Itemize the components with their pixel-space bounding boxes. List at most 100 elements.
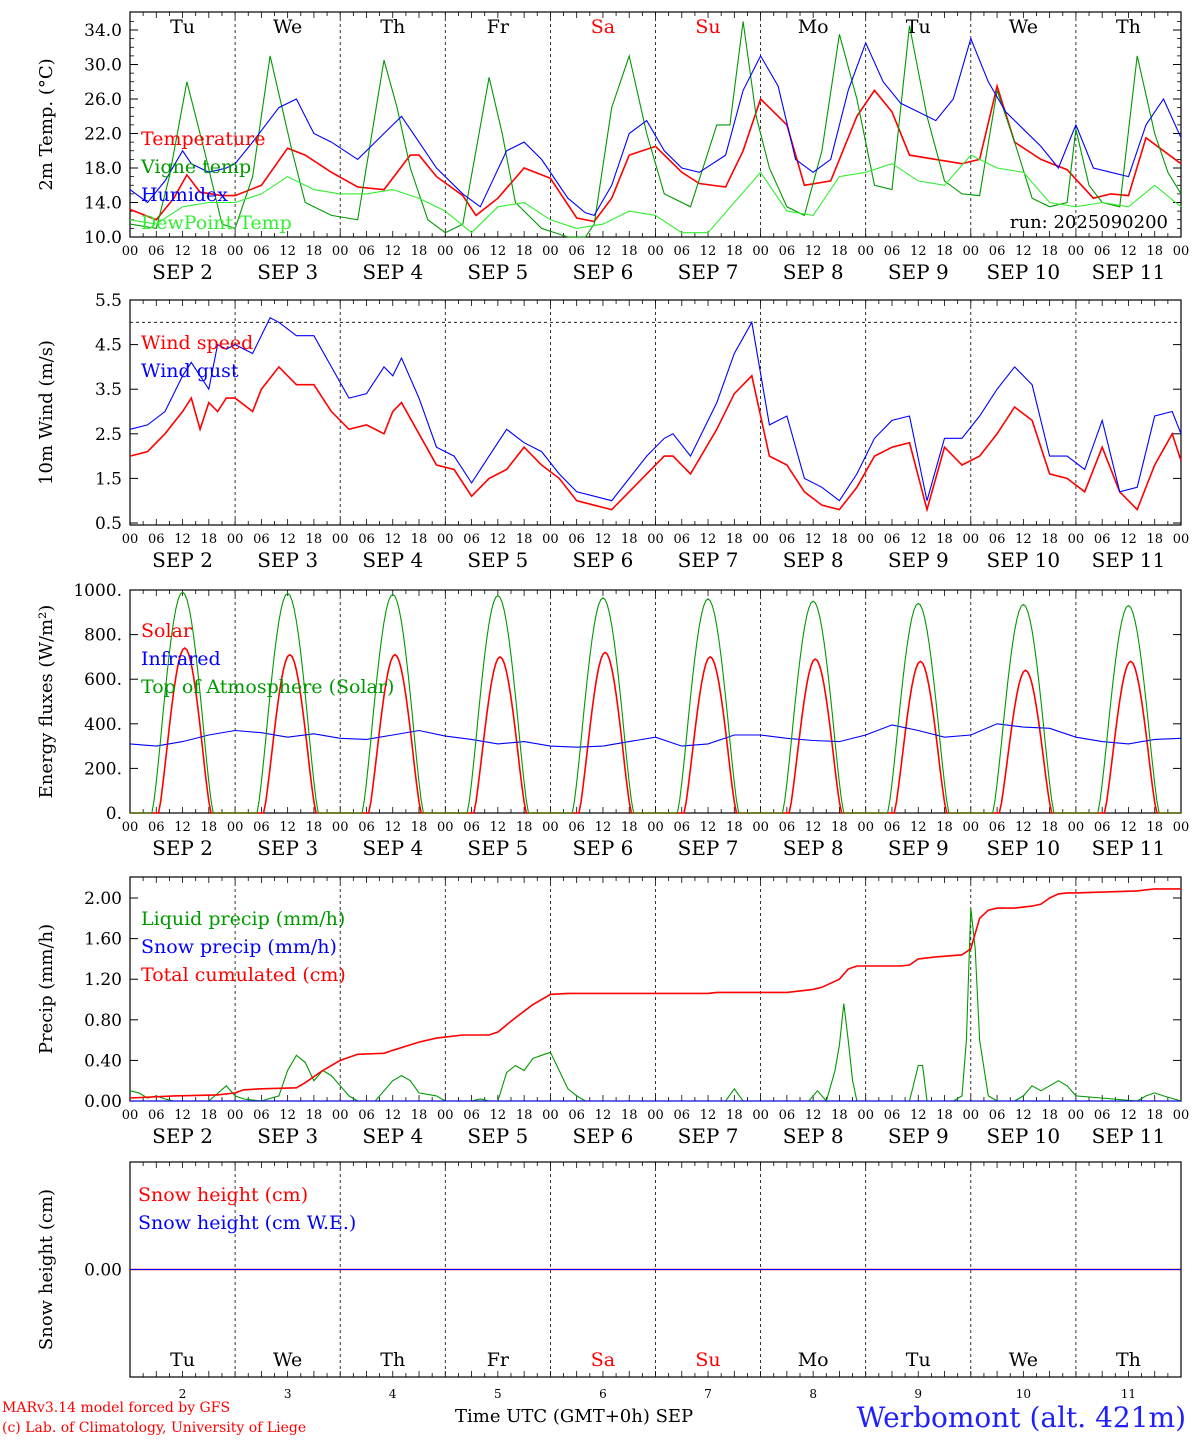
day-name: Tu: [170, 16, 195, 38]
series-line: [129, 317, 1182, 502]
hour-label: 00: [542, 1108, 559, 1123]
hour-label: 18: [306, 244, 323, 259]
date-label: SEP 11: [1092, 836, 1166, 860]
hour-label: 00: [1173, 1108, 1190, 1123]
hour-label: 00: [963, 1108, 980, 1123]
hour-label: 06: [568, 1108, 585, 1123]
hour-label: 00: [857, 532, 874, 547]
date-label: SEP 11: [1092, 548, 1166, 572]
hour-label: 06: [463, 532, 480, 547]
hour-label: 12: [384, 244, 401, 259]
hour-label: 12: [910, 820, 927, 835]
series-line: [129, 723, 1182, 748]
legend-entry: Snow precip (mm/h): [141, 936, 337, 958]
hour-label: 12: [805, 532, 822, 547]
hour-label: 18: [1146, 532, 1163, 547]
date-label: SEP 8: [783, 1124, 844, 1148]
hour-label: 12: [700, 820, 717, 835]
hour-label: 12: [910, 1108, 927, 1123]
hour-label: 18: [726, 244, 743, 259]
hour-label: 18: [201, 532, 218, 547]
panel-3: 0. 200. 400. 600. 800. 1000. Energy fluxes (W/…: [36, 581, 1189, 860]
day-number: 2: [179, 1387, 187, 1401]
hour-label: 00: [647, 532, 664, 547]
hour-label: 12: [1120, 244, 1137, 259]
hour-label: 18: [936, 532, 953, 547]
date-label: SEP 7: [678, 1124, 739, 1148]
hour-label: 12: [279, 820, 296, 835]
hour-label: 12: [384, 532, 401, 547]
hour-label: 18: [1041, 244, 1058, 259]
hour-label: 12: [490, 820, 507, 835]
hour-label: 00: [963, 532, 980, 547]
hour-label: 00: [332, 1108, 349, 1123]
hour-label: 12: [910, 532, 927, 547]
y-tick-label: 0.: [106, 804, 122, 824]
y-tick-label: 4.5: [95, 336, 122, 356]
day-name: We: [1009, 1349, 1038, 1371]
lab-credit: (c) Lab. of Climatology, University of L…: [2, 1420, 307, 1436]
hour-label: 00: [122, 532, 139, 547]
hour-label: 12: [1015, 244, 1032, 259]
day-name: Fr: [487, 1349, 510, 1371]
panel-2: 0.5 1.5 2.5 3.5 4.5 5.5 10m Wind (m/s) Wind spe…: [36, 291, 1189, 572]
day-number: 10: [1016, 1387, 1031, 1401]
y-tick-label: 1.5: [95, 469, 122, 489]
hour-label: 12: [700, 1108, 717, 1123]
hour-label: 12: [1015, 1108, 1032, 1123]
series-line: [129, 365, 1182, 513]
hour-label: 00: [122, 820, 139, 835]
date-label: SEP 10: [987, 1124, 1061, 1148]
hour-label: 06: [568, 820, 585, 835]
day-name: Mo: [798, 16, 829, 38]
day-number: 9: [914, 1387, 922, 1401]
hour-label: 12: [174, 820, 191, 835]
hour-label: 18: [831, 532, 848, 547]
hour-label: 00: [1173, 532, 1190, 547]
hour-label: 06: [1094, 1108, 1111, 1123]
hour-label: 18: [516, 532, 533, 547]
hour-label: 06: [358, 244, 375, 259]
y-tick-label: 0.80: [84, 1011, 122, 1031]
hour-label: 18: [1146, 820, 1163, 835]
hour-label: 18: [516, 244, 533, 259]
hour-label: 12: [805, 820, 822, 835]
date-label: SEP 8: [783, 548, 844, 572]
date-label: SEP 5: [467, 1124, 528, 1148]
hour-label: 18: [411, 532, 428, 547]
legend-entry: Temperature: [141, 128, 265, 150]
hour-label: 06: [568, 532, 585, 547]
day-name: Su: [695, 1349, 720, 1371]
day-name: Su: [695, 16, 720, 38]
hour-label: 06: [463, 244, 480, 259]
hour-label: 06: [358, 1108, 375, 1123]
hour-label: 00: [1068, 532, 1085, 547]
hour-label: 06: [779, 820, 796, 835]
hour-label: 00: [437, 820, 454, 835]
hour-label: 12: [805, 244, 822, 259]
hour-label: 00: [963, 820, 980, 835]
hour-label: 06: [884, 820, 901, 835]
hour-label: 18: [831, 244, 848, 259]
hour-label: 18: [1146, 244, 1163, 259]
hour-label: 06: [253, 820, 270, 835]
panel-4: 0.00 0.40 0.80 1.20 1.60 2.00 Precip (mm/h) Liq…: [36, 876, 1190, 1148]
hour-label: 00: [542, 820, 559, 835]
day-number: 4: [389, 1387, 397, 1401]
y-tick-label: 1000.: [73, 581, 122, 601]
legend-entry: Total cumulated (cm): [141, 964, 346, 986]
hour-label: 12: [490, 1108, 507, 1123]
series-line: [129, 154, 1182, 234]
hour-label: 00: [227, 532, 244, 547]
hour-label: 00: [1068, 820, 1085, 835]
hour-label: 00: [857, 820, 874, 835]
hour-label: 00: [542, 244, 559, 259]
hour-label: 00: [1173, 244, 1190, 259]
hour-label: 18: [726, 820, 743, 835]
hour-label: 12: [490, 532, 507, 547]
hour-label: 12: [1120, 820, 1137, 835]
hour-label: 00: [1068, 1108, 1085, 1123]
hour-label: 06: [1094, 244, 1111, 259]
hour-label: 18: [516, 1108, 533, 1123]
day-name: Tu: [906, 1349, 931, 1371]
